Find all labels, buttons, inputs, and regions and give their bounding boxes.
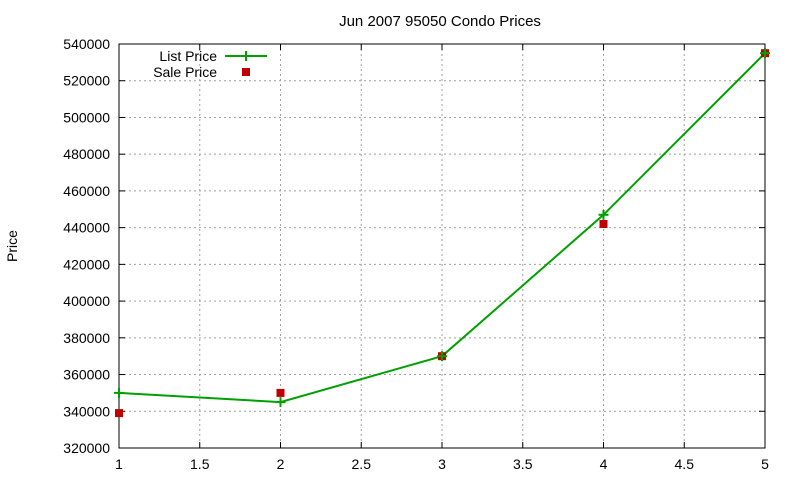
y-tick-label: 520000	[63, 73, 110, 89]
y-tick-label: 360000	[63, 367, 110, 383]
legend-marker-plus	[241, 51, 251, 61]
x-tick-label: 3	[438, 456, 446, 472]
y-tick-label: 400000	[63, 293, 110, 309]
x-tick-label: 5	[761, 456, 769, 472]
legend-label: List Price	[159, 48, 217, 64]
data-point-plus	[275, 397, 286, 408]
chart-title: Jun 2007 95050 Condo Prices	[339, 13, 541, 30]
y-tick-label: 320000	[63, 440, 110, 456]
y-tick-label: 500000	[63, 109, 110, 125]
x-tick-label: 2.5	[352, 456, 372, 472]
x-tick-label: 1	[115, 456, 123, 472]
y-tick-label: 340000	[63, 403, 110, 419]
x-tick-label: 3.5	[513, 456, 533, 472]
y-tick-label: 540000	[63, 36, 110, 52]
grid-lines	[119, 44, 765, 448]
data-point-square	[599, 219, 608, 228]
y-tick-label: 480000	[63, 146, 110, 162]
data-point-square	[115, 409, 123, 418]
y-tick-label: 380000	[63, 330, 110, 346]
markers-list-price	[114, 48, 770, 408]
y-tick-label: 420000	[63, 256, 110, 272]
x-tick-label: 1.5	[190, 456, 210, 472]
x-tick-label: 4	[600, 456, 608, 472]
axis-ticks: 1 1.5 2 2.5 3 3.5 4 4.5 5 320000 340000 360000 38000…	[63, 36, 769, 472]
data-point-square	[276, 388, 285, 397]
y-tick-label: 440000	[63, 220, 110, 236]
data-point-plus	[598, 209, 609, 220]
y-tick-label: 460000	[63, 183, 110, 199]
data-point-plus	[760, 48, 770, 59]
y-axis-label: Price	[4, 230, 20, 262]
series-layer	[114, 48, 770, 418]
legend-marker-square	[242, 68, 250, 76]
x-tick-label: 4.5	[675, 456, 695, 472]
data-point-plus	[114, 387, 124, 398]
data-point-plus	[437, 351, 447, 362]
legend-label: Sale Price	[153, 64, 217, 80]
x-tick-label: 2	[277, 456, 285, 472]
